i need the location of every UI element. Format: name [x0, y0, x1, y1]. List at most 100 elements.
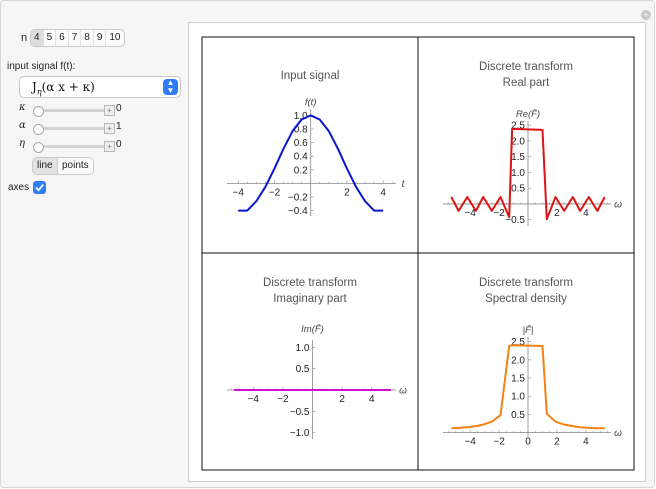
chart-title: Discrete transform: [263, 277, 357, 289]
chart-title: Discrete transform: [479, 277, 573, 289]
y-tick-label: −0.5: [505, 215, 525, 226]
y-tick-label: 2.0: [511, 136, 525, 147]
x-axis-label: ω: [614, 199, 622, 210]
x-tick-label: 2: [339, 394, 345, 405]
series-line: [238, 114, 384, 212]
chevron-updown-icon[interactable]: ▲ ▼: [163, 79, 178, 95]
eta-slider-thumb[interactable]: [33, 142, 44, 153]
alpha-slider-thumb[interactable]: [33, 124, 44, 135]
x-axis-label: t: [402, 179, 406, 190]
eta-value: 0: [116, 139, 122, 150]
y-tick-label: 0.2: [294, 165, 308, 176]
x-tick-label: −2: [493, 208, 505, 219]
x-axis-label: ω: [399, 386, 407, 397]
x-tick-label: 4: [369, 394, 375, 405]
y-tick-label: 0.5: [511, 410, 525, 421]
y-tick-label: −0.5: [290, 407, 310, 418]
eta-slider-row: η + 0: [19, 138, 129, 153]
alpha-slider-row: α + 1: [19, 120, 129, 135]
y-tick-label: 2.0: [511, 355, 525, 366]
y-tick-label: 0.5: [511, 184, 525, 195]
y-tick-label: −0.2: [288, 192, 308, 203]
n-selector[interactable]: 4 5 6 7 8 9 10: [30, 29, 125, 47]
kappa-expand-icon[interactable]: +: [104, 105, 115, 116]
n-option[interactable]: 4: [31, 30, 44, 46]
y-axis-label: Re(F̄): [516, 109, 540, 120]
y-tick-label: 1.0: [294, 111, 308, 122]
chart-subtitle: Spectral density: [485, 293, 567, 305]
y-tick-label: 0.4: [294, 152, 308, 163]
y-axis-label: f(t): [305, 97, 317, 108]
y-tick-label: 1.0: [296, 343, 310, 354]
plot-canvas: Input signal f(t) t −4 −2 2 4 −0.4 −0.2 0.2 0.4 0.6…: [201, 36, 635, 471]
checkmark-icon: [35, 184, 44, 192]
kappa-slider-row: κ + 0: [19, 102, 129, 117]
x-tick-label: −2: [269, 187, 281, 198]
kappa-slider[interactable]: [33, 106, 115, 117]
n-option[interactable]: 9: [94, 30, 107, 46]
y-tick-label: 1.0: [511, 168, 525, 179]
input-signal-label: input signal f(t):: [7, 61, 76, 72]
n-option[interactable]: 6: [56, 30, 69, 46]
kappa-value: 0: [116, 103, 122, 114]
y-tick-label: 2.5: [511, 337, 525, 348]
y-tick-label: −0.4: [288, 206, 308, 217]
n-label: n: [21, 32, 28, 44]
plot-grid: Input signal f(t) t −4 −2 2 4 −0.4 −0.2 0.2 0.4 0.6…: [188, 22, 646, 482]
n-option[interactable]: 8: [81, 30, 94, 46]
series-line: [451, 344, 605, 430]
x-tick-label: −2: [277, 394, 289, 405]
line-button[interactable]: line: [32, 157, 58, 175]
n-option[interactable]: 7: [69, 30, 82, 46]
points-button[interactable]: points: [58, 157, 94, 175]
axes-label: axes: [8, 182, 30, 193]
x-tick-label: 4: [380, 187, 386, 198]
chart-title: Discrete transform: [479, 61, 573, 73]
series-line: [450, 127, 606, 221]
chart-title: Input signal: [281, 70, 340, 82]
x-tick-label: 0: [525, 437, 531, 448]
y-axis-label: Im(F̄): [301, 324, 324, 335]
n-option[interactable]: 10: [109, 32, 121, 43]
alpha-slider[interactable]: [33, 124, 115, 135]
y-axis-label: |F̄|: [523, 325, 534, 336]
y-tick-label: 1.5: [511, 152, 525, 163]
x-tick-label: −4: [464, 437, 476, 448]
x-axis-label: ω: [614, 428, 622, 439]
x-tick-label: 4: [583, 437, 589, 448]
x-tick-label: 2: [344, 187, 350, 198]
alpha-label: α: [19, 120, 26, 131]
x-tick-label: 4: [583, 208, 589, 219]
y-tick-label: 0.6: [294, 138, 308, 149]
eta-label: η: [19, 138, 25, 149]
signal-selected: Jη(α x + κ): [32, 80, 95, 96]
chart-subtitle: Real part: [503, 77, 550, 89]
signal-dropdown[interactable]: Jη(α x + κ) ▲ ▼: [19, 76, 181, 98]
x-tick-label: −4: [233, 187, 245, 198]
eta-expand-icon[interactable]: +: [104, 141, 115, 152]
x-tick-label: −4: [248, 394, 260, 405]
x-tick-label: 2: [554, 208, 560, 219]
y-tick-label: 1.0: [511, 392, 525, 403]
x-tick-label: −2: [493, 437, 505, 448]
y-tick-label: −1.0: [290, 428, 310, 439]
kappa-label: κ: [19, 102, 26, 113]
close-icon[interactable]: +: [641, 10, 651, 20]
x-tick-label: 2: [554, 437, 560, 448]
axes-checkbox[interactable]: [33, 181, 46, 194]
chart-subtitle: Imaginary part: [273, 293, 347, 305]
signal-subscript: η: [36, 87, 42, 97]
y-tick-label: 0.5: [296, 364, 310, 375]
n-option[interactable]: 5: [44, 30, 57, 46]
y-tick-label: 1.5: [511, 374, 525, 385]
signal-args: (α x + κ): [41, 80, 95, 94]
x-tick-label: −4: [464, 208, 476, 219]
alpha-value: 1: [116, 121, 122, 132]
y-tick-label: 0.8: [294, 125, 308, 136]
eta-slider[interactable]: [33, 142, 115, 153]
signal-name: J: [32, 80, 37, 94]
kappa-slider-thumb[interactable]: [33, 106, 44, 117]
alpha-expand-icon[interactable]: +: [104, 123, 115, 134]
y-tick-label: 2.5: [511, 121, 525, 132]
